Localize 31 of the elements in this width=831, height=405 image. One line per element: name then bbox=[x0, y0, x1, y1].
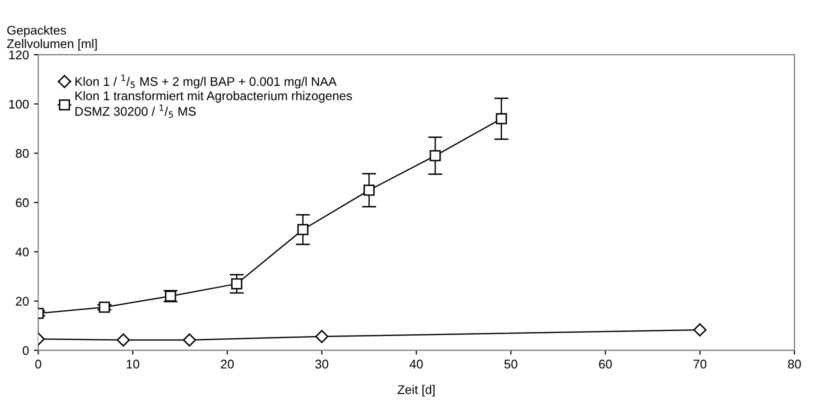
x-tick-label: 40 bbox=[410, 360, 423, 369]
y-tick-label: 60 bbox=[16, 198, 29, 208]
point bbox=[182, 333, 196, 347]
x-tick-label: 0 bbox=[35, 360, 42, 369]
y-axis-title: Gepacktes Zellvolumen [ml] bbox=[7, 26, 97, 51]
legend-label: Klon 1 transformiert mit Agrobacterium rhizogenes DSMZ 30200 / $^{1}$/$_{5}$ MS bbox=[76, 91, 352, 118]
x-tick-label: 10 bbox=[126, 360, 140, 369]
x-tick-label: 60 bbox=[599, 360, 612, 369]
y-tick-label: 100 bbox=[9, 100, 29, 109]
point bbox=[364, 184, 375, 196]
y-tick-label: 40 bbox=[16, 248, 29, 256]
point bbox=[430, 150, 441, 162]
point bbox=[116, 333, 130, 347]
x-axis-title: Zeit [d] bbox=[398, 384, 435, 397]
point bbox=[98, 302, 110, 313]
x-tick-label: 70 bbox=[694, 360, 706, 369]
x-tick-label: 30 bbox=[315, 360, 328, 369]
point bbox=[297, 224, 308, 236]
point bbox=[231, 278, 242, 290]
point bbox=[496, 113, 507, 124]
x-tick-label: 20 bbox=[220, 360, 234, 369]
y-tick-label: 120 bbox=[9, 50, 29, 60]
legend-label: Klon 1 / $^{1}$/$_{5}$ MS + 2 mg/l BAP + 0.001 mg/l NAA bbox=[76, 74, 337, 88]
point bbox=[315, 330, 328, 344]
point bbox=[693, 323, 706, 336]
x-tick-label: 50 bbox=[504, 360, 518, 369]
y-tick-label: 0 bbox=[22, 346, 29, 355]
y-tick-label: 80 bbox=[16, 149, 29, 158]
x-tick-label: 80 bbox=[788, 360, 801, 369]
y-tick-label: 20 bbox=[16, 296, 29, 306]
point bbox=[165, 290, 176, 302]
